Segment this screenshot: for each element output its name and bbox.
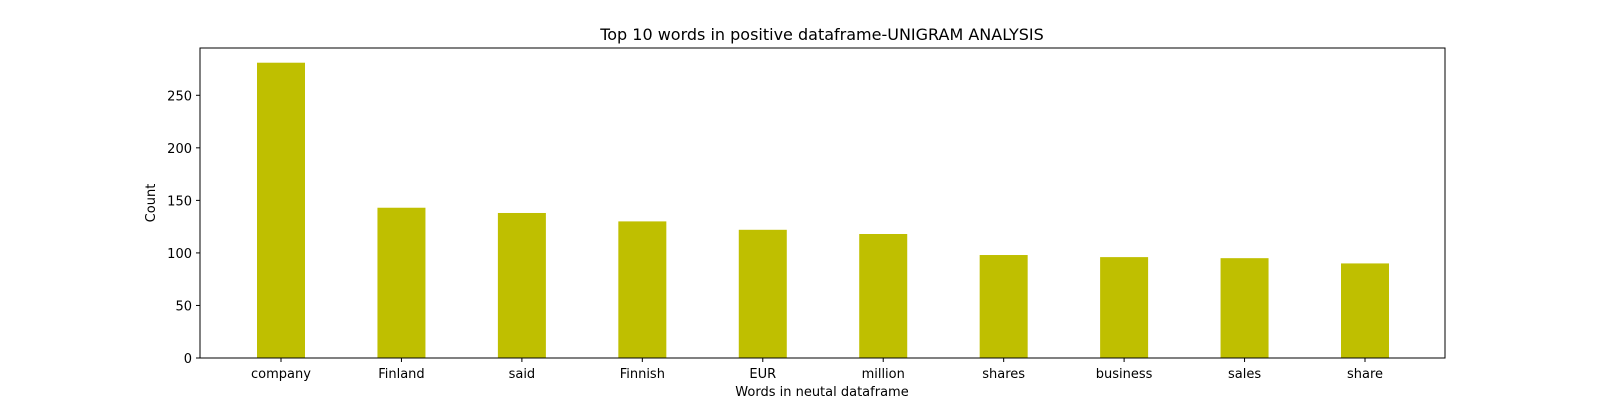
bar-sales <box>1220 258 1269 358</box>
x-tick-label: shares <box>982 367 1025 382</box>
x-tick-label: sales <box>1228 367 1261 382</box>
x-tick-label: Finnish <box>620 367 665 382</box>
plot-frame <box>199 47 1446 359</box>
y-axis-ticks: 0 50 100 150 200 250 <box>167 89 200 367</box>
x-tick-label: company <box>251 367 311 382</box>
x-axis-ticks: company Finland said Finnish EUR million share… <box>251 358 1383 382</box>
y-tick-label: 50 <box>175 299 192 314</box>
x-tick-label: business <box>1096 367 1153 382</box>
y-tick-label: 250 <box>167 89 192 104</box>
y-tick-label: 100 <box>167 247 192 262</box>
bar-finnish <box>618 221 667 358</box>
bar-business <box>1100 257 1149 358</box>
y-tick-label: 150 <box>167 194 192 209</box>
bar-shares <box>979 255 1028 358</box>
bar-million <box>859 234 908 358</box>
chart-title: Top 10 words in positive dataframe-UNIGR… <box>599 25 1044 44</box>
bar-finland <box>377 207 426 358</box>
x-tick-label: EUR <box>749 367 776 382</box>
bar-company <box>257 62 305 359</box>
x-tick-label: Finland <box>378 367 424 382</box>
x-tick-label: said <box>509 367 536 382</box>
y-tick-label: 200 <box>167 142 192 157</box>
y-tick-label: 0 <box>184 352 192 367</box>
bar-eur <box>738 229 787 358</box>
bar-share <box>1341 263 1389 358</box>
x-axis-label: Words in neutal dataframe <box>735 385 908 400</box>
bar-said <box>497 212 546 358</box>
y-axis-label: Count <box>144 184 159 223</box>
x-tick-label: share <box>1347 367 1383 382</box>
bars-group <box>257 62 1389 359</box>
x-tick-label: million <box>862 367 905 382</box>
